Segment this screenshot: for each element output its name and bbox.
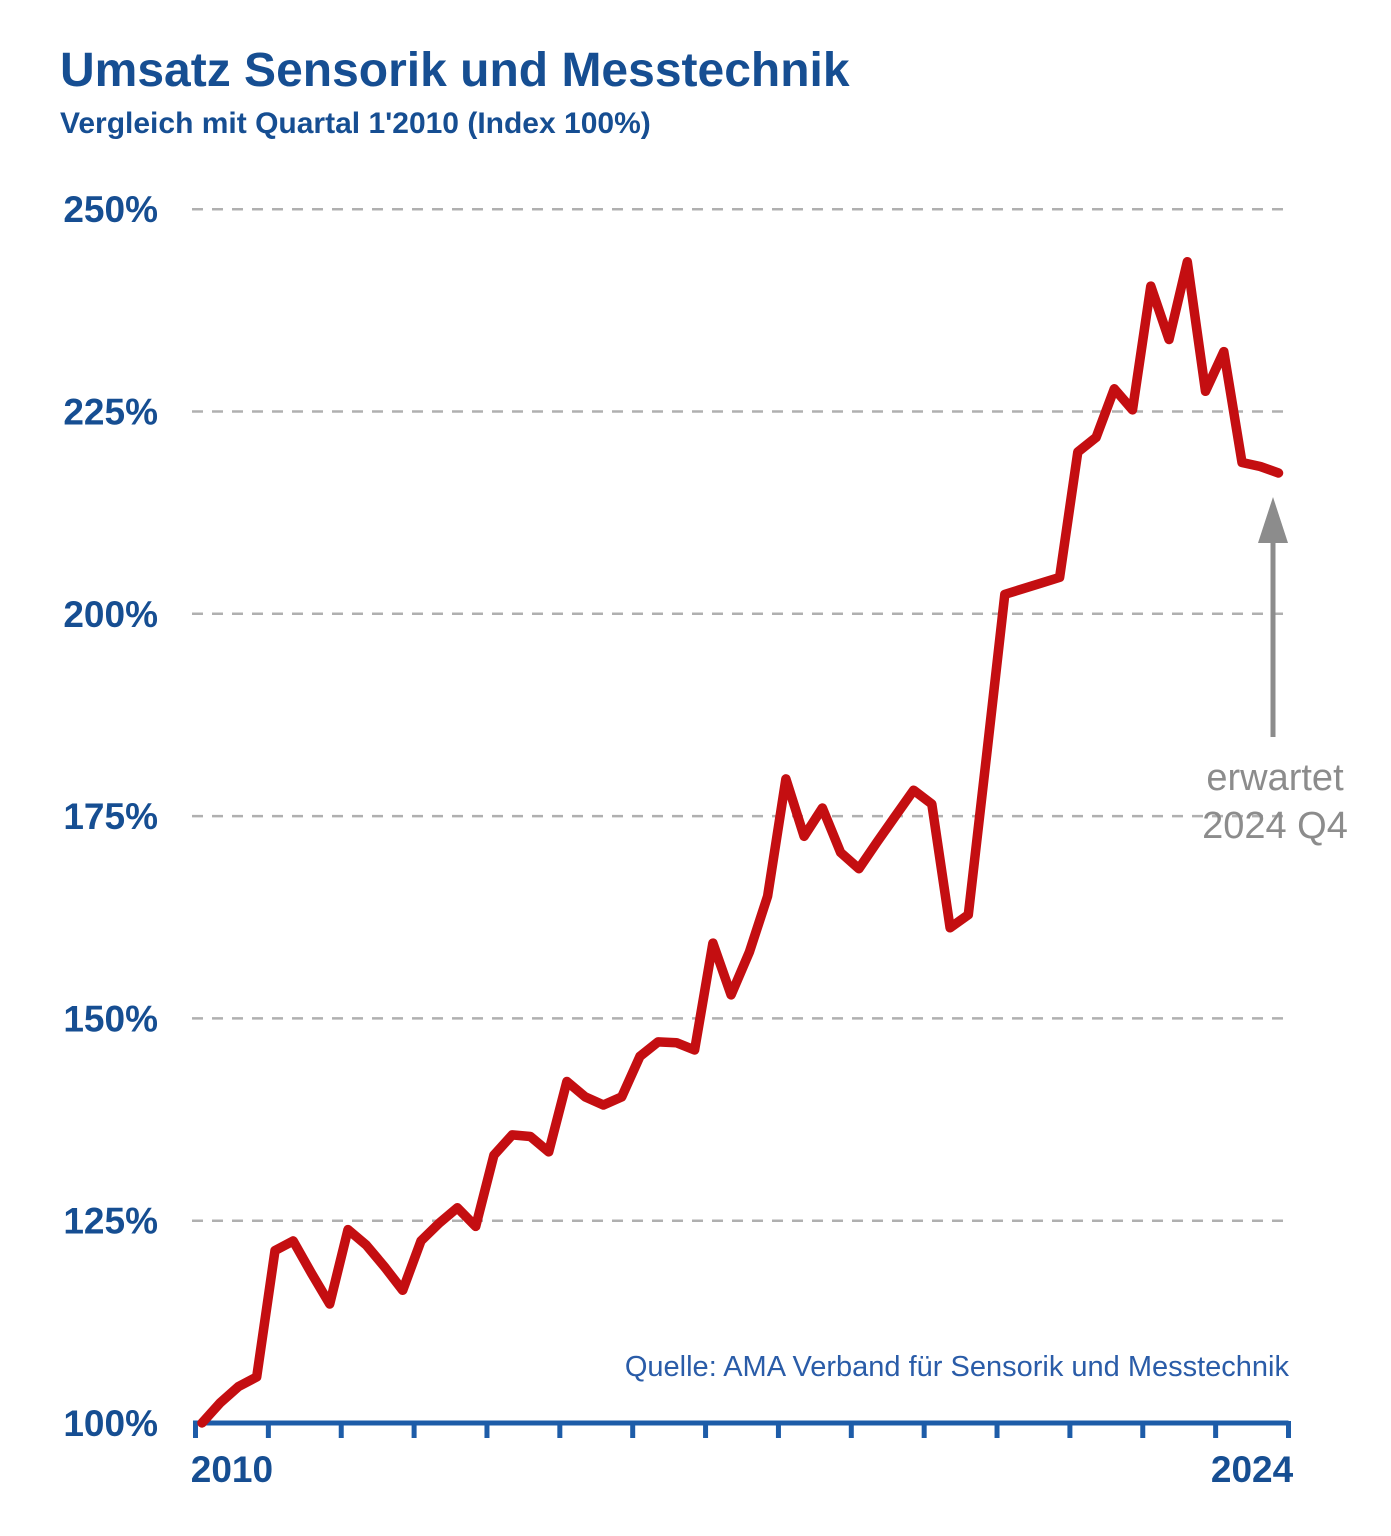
x-axis: 2010 2024 [191, 1420, 1294, 1490]
annotation-line2: 2024 Q4 [1202, 805, 1348, 847]
revenue-index-polyline [197, 257, 1284, 1428]
arrow-up-head-icon [1258, 497, 1288, 543]
chart-title: Umsatz Sensorik und Messtechnik [60, 44, 850, 97]
y-tick-label: 150% [63, 998, 158, 1039]
gridlines [192, 207, 1290, 1222]
y-tick-label: 175% [63, 796, 158, 837]
annotation-line1: erwartet [1206, 757, 1344, 799]
y-tick-label: 100% [63, 1403, 158, 1444]
source-label: Quelle: AMA Verband für Sensorik und Mes… [625, 1351, 1290, 1383]
revenue-index-series [197, 257, 1284, 1428]
x-tick-label: 2024 [1211, 1449, 1294, 1490]
x-tick-label: 2010 [191, 1449, 273, 1490]
y-tick-label: 250% [63, 189, 158, 230]
y-axis-labels: 100% 125% 150% 175% 200% 225% 250% [63, 189, 158, 1444]
chart-subtitle: Vergleich mit Quartal 1'2010 (Index 100%… [60, 107, 651, 140]
expected-annotation: erwartet 2024 Q4 [1202, 497, 1348, 847]
y-tick-label: 225% [63, 392, 158, 433]
y-tick-label: 125% [63, 1201, 158, 1242]
y-tick-label: 200% [63, 594, 158, 635]
